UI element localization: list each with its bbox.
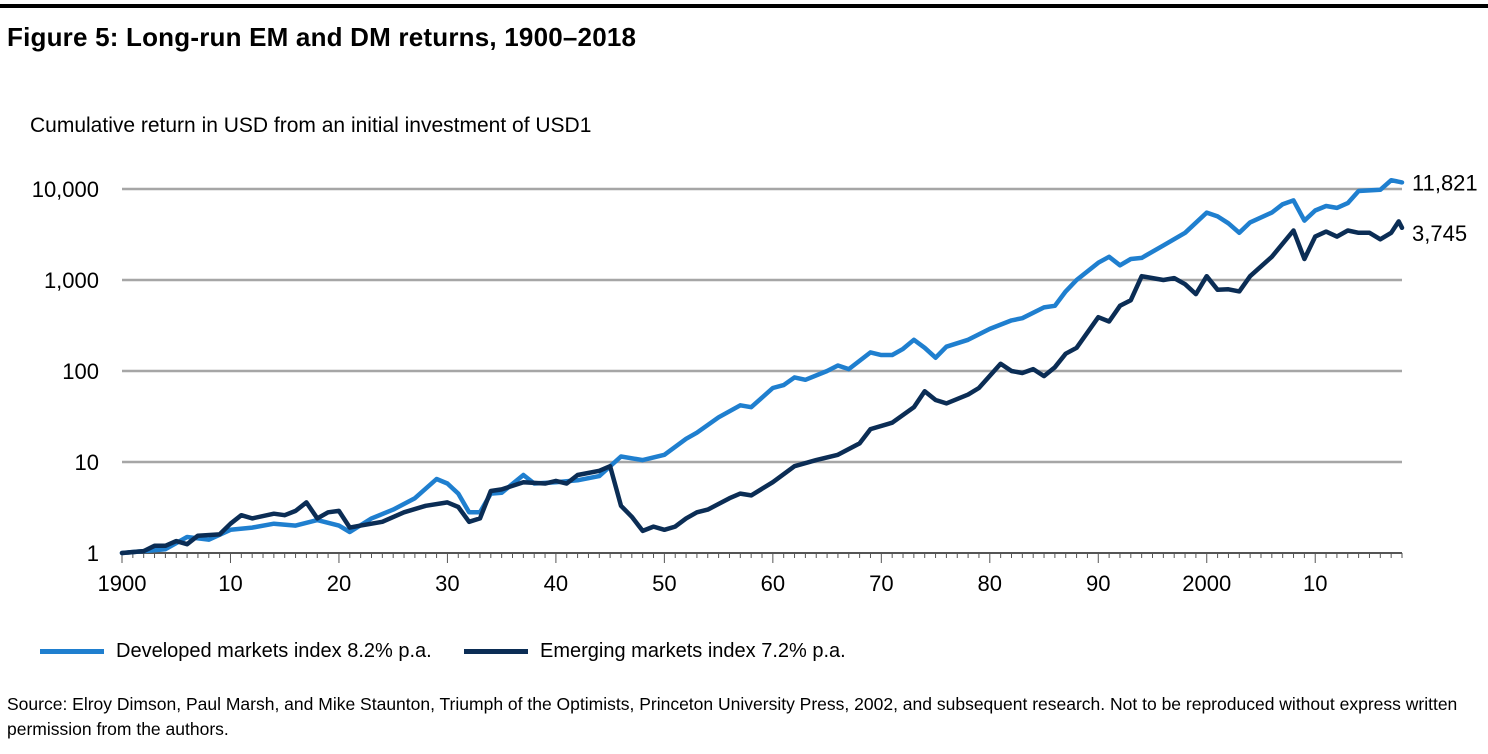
- emerging-markets-line: [119, 219, 1405, 556]
- y-tick-label: 10,000: [32, 177, 99, 202]
- source-note: Source: Elroy Dimson, Paul Marsh, and Mi…: [7, 694, 1458, 739]
- x-tick-label: 70: [869, 571, 893, 596]
- y-tick-label: 100: [62, 359, 99, 384]
- x-tick-label: 10: [1303, 571, 1327, 596]
- series-lines: [119, 177, 1405, 556]
- y-tick-label: 1,000: [44, 268, 99, 293]
- x-tick-label: 40: [544, 571, 568, 596]
- developed-end-label: 11,821: [1412, 170, 1478, 195]
- legend-label-developed: Developed markets index 8.2% p.a.: [116, 640, 432, 662]
- x-tick-label: 2000: [1182, 571, 1231, 596]
- developed-markets-line: [119, 177, 1405, 556]
- gridlines: [122, 187, 1402, 464]
- x-axis: 1900 10 20 30 40 50 60 70 80 90 2000 10: [98, 552, 1403, 596]
- top-rule: [0, 4, 1488, 8]
- legend-swatch-emerging: [464, 649, 528, 654]
- chart-subtitle: Cumulative return in USD from an initial…: [30, 114, 592, 137]
- y-tick-label: 1: [87, 541, 99, 566]
- x-tick-label: 30: [435, 571, 459, 596]
- legend-item-developed: Developed markets index 8.2% p.a.: [40, 640, 432, 663]
- x-tick-label: 20: [327, 571, 351, 596]
- x-tick-label: 1900: [98, 571, 147, 596]
- figure-title: Figure 5: Long-run EM and DM returns, 19…: [7, 22, 637, 52]
- emerging-end-label: 3,745: [1412, 221, 1467, 246]
- line-chart: 1 10 100 1,000 10,000 1900 10 20 30 40 50 60 70 80 90…: [32, 170, 1478, 596]
- legend-swatch-developed: [40, 649, 104, 654]
- x-tick-label: 10: [218, 571, 242, 596]
- x-tick-label: 90: [1086, 571, 1110, 596]
- y-tick-label: 10: [75, 450, 99, 475]
- end-labels: 11,821 3,745: [1412, 170, 1478, 245]
- x-tick-label: 50: [652, 571, 676, 596]
- legend-item-emerging: Emerging markets index 7.2% p.a.: [464, 640, 846, 663]
- legend-label-emerging: Emerging markets index 7.2% p.a.: [540, 640, 846, 662]
- x-tick-label: 80: [978, 571, 1002, 596]
- x-tick-label: 60: [761, 571, 785, 596]
- y-axis-tick-labels: 1 10 100 1,000 10,000: [32, 177, 99, 566]
